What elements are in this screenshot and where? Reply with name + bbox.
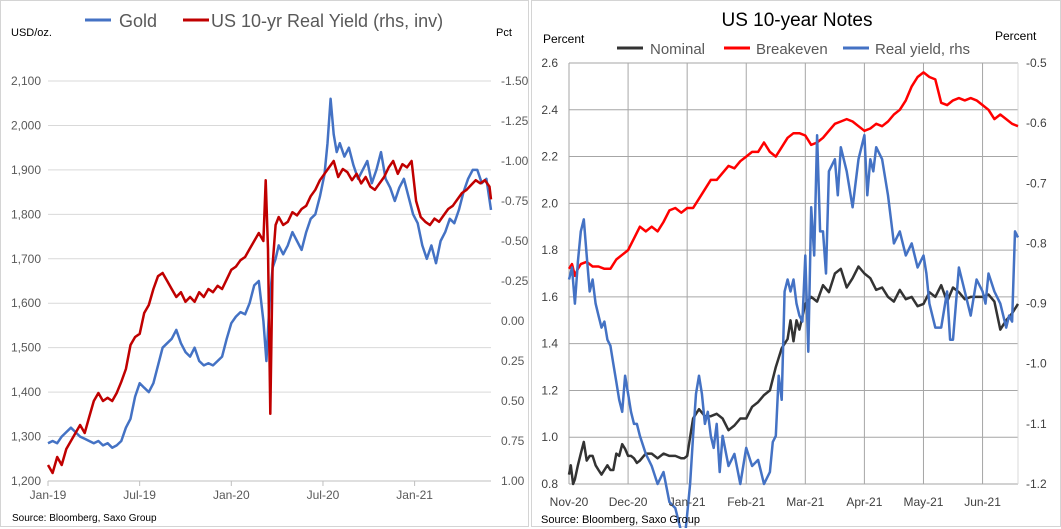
x-tick-label: Mar-21 [786,495,824,509]
x-tick-label: Jan-21 [669,495,706,509]
y2-tick-label: -0.75 [501,194,529,208]
y-tick-label: 1,400 [11,385,41,399]
y-tick-label: 2,000 [11,118,41,132]
series-line-breakeven [567,71,1019,278]
y-tick-label: 1,300 [11,430,41,444]
gold-vs-real-yield-chart: 1,200 1,300 1,400 1,500 1,600 1,700 1,800 1,900… [0,0,529,527]
right-axis-unit: Pct [496,27,512,39]
y-tick-label: 1.0 [541,430,558,444]
y2-tick-label: 0.50 [501,394,525,408]
y-tick-label: 0.8 [541,477,558,491]
y2-tick-label: -0.25 [501,274,529,288]
y2-tick-label: 0.25 [501,354,525,368]
y-tick-label: 1,600 [11,296,41,310]
x-tick-label: Nov-20 [550,495,589,509]
y2-tick-label: -0.5 [1026,56,1047,70]
left-axis-unit: Percent [543,32,585,46]
x-tick-label: Jun-21 [964,495,1001,509]
right-y-tick-labels: -1.50 -1.25 -1.00 -0.75 -0.50 -0.25 0.00 0.25 0.… [501,74,529,488]
x-tick-label: May-21 [903,495,943,509]
series-line-real-yield-rhs [567,133,1020,528]
x-tick-label: Jul-20 [307,488,340,502]
source-note: Source: Bloomberg, Saxo Group [12,513,157,524]
y-tick-label: 1,200 [11,474,41,488]
y-tick-label: 1,800 [11,207,41,221]
y2-tick-label: -0.9 [1026,297,1047,311]
x-tick-label: Jul-19 [123,488,156,502]
x-tick-labels: Jan-19 Jul-19 Jan-20 Jul-20 Jan-21 [30,488,434,502]
right-axis-unit: Percent [995,29,1037,43]
x-tick-labels: Nov-20 Dec-20 Jan-21 Feb-21 Mar-21 Apr-21 May-… [550,495,1002,509]
chart-title: US 10-year Notes [721,10,872,31]
series-lines [46,97,493,475]
y2-tick-label: -1.25 [501,114,529,128]
left-y-tick-labels: 1,200 1,300 1,400 1,500 1,600 1,700 1,800 1,900… [11,74,41,488]
y-tick-label: 1,700 [11,252,41,266]
y2-tick-label: -0.8 [1026,236,1047,250]
y2-tick-label: -1.0 [1026,357,1047,371]
left-axis-unit: USD/oz. [11,27,52,39]
y-tick-label: 1,900 [11,163,41,177]
y2-tick-label: -1.00 [501,154,529,168]
right-y-tick-labels: -1.2 -1.1 -1.0 -0.9 -0.8 -0.7 -0.6 -0.5 [1026,56,1047,491]
y-tick-label: 1.6 [541,290,558,304]
y2-tick-label: -0.6 [1026,116,1047,130]
y-tick-label: 2,100 [11,74,41,88]
series-lines [567,71,1020,528]
y-tick-label: 1.4 [541,337,558,351]
x-tick-label: Jan-20 [213,488,250,502]
legend-label-breakeven: Breakeven [756,41,828,58]
gridlines [568,62,1019,485]
left-y-tick-labels: 0.8 1.0 1.2 1.4 1.6 1.8 2.0 2.2 2.4 2.6 [541,56,558,491]
x-tick-label: Apr-21 [846,495,882,509]
series-line-us-10-yr-real-yield-rhs-inv [46,159,493,475]
legend-label-gold: Gold [119,11,157,31]
notes-chart-svg: 0.81.01.21.41.61.82.02.22.42.6 -1.2-1.1-… [541,10,1047,528]
legend: Gold US 10-yr Real Yield (rhs, inv) [85,11,443,31]
y-tick-label: 2.4 [541,103,558,117]
y-tick-label: 2.6 [541,56,558,70]
x-tick-label: Feb-21 [727,495,765,509]
legend: Nominal Breakeven Real yield, rhs [617,41,970,58]
y2-tick-label: 0.00 [501,314,525,328]
x-tick-label: Jan-19 [30,488,67,502]
y-tick-label: 1.2 [541,383,558,397]
x-tick-label: Dec-20 [609,495,648,509]
legend-label-real-yield: Real yield, rhs [875,41,970,58]
y2-tick-label: 1.00 [501,474,525,488]
y2-tick-label: -1.1 [1026,417,1047,431]
y2-tick-label: -1.50 [501,74,529,88]
y-tick-label: 1,500 [11,341,41,355]
y2-tick-label: -0.7 [1026,176,1047,190]
y-tick-label: 2.2 [541,150,558,164]
series-line-nominal [567,265,1020,486]
y2-tick-label: -1.2 [1026,477,1047,491]
y-tick-label: 2.0 [541,196,558,210]
x-tick-label: Jan-21 [396,488,433,502]
legend-label-real-yield: US 10-yr Real Yield (rhs, inv) [211,11,443,31]
gold-chart-svg: 1,200 1,300 1,400 1,500 1,600 1,700 1,800 1,900… [11,11,529,524]
y2-tick-label: -0.50 [501,234,529,248]
source-note: Source: Bloomberg, Saxo Group [541,514,700,526]
y2-tick-label: 0.75 [501,434,525,448]
y-tick-label: 1.8 [541,243,558,257]
us-10-year-notes-chart: 0.8 1.0 1.2 1.4 1.6 1.8 2.0 2.2 2.4 2.6 -1.2 -1.1-… [531,0,1061,528]
legend-label-nominal: Nominal [650,41,705,58]
